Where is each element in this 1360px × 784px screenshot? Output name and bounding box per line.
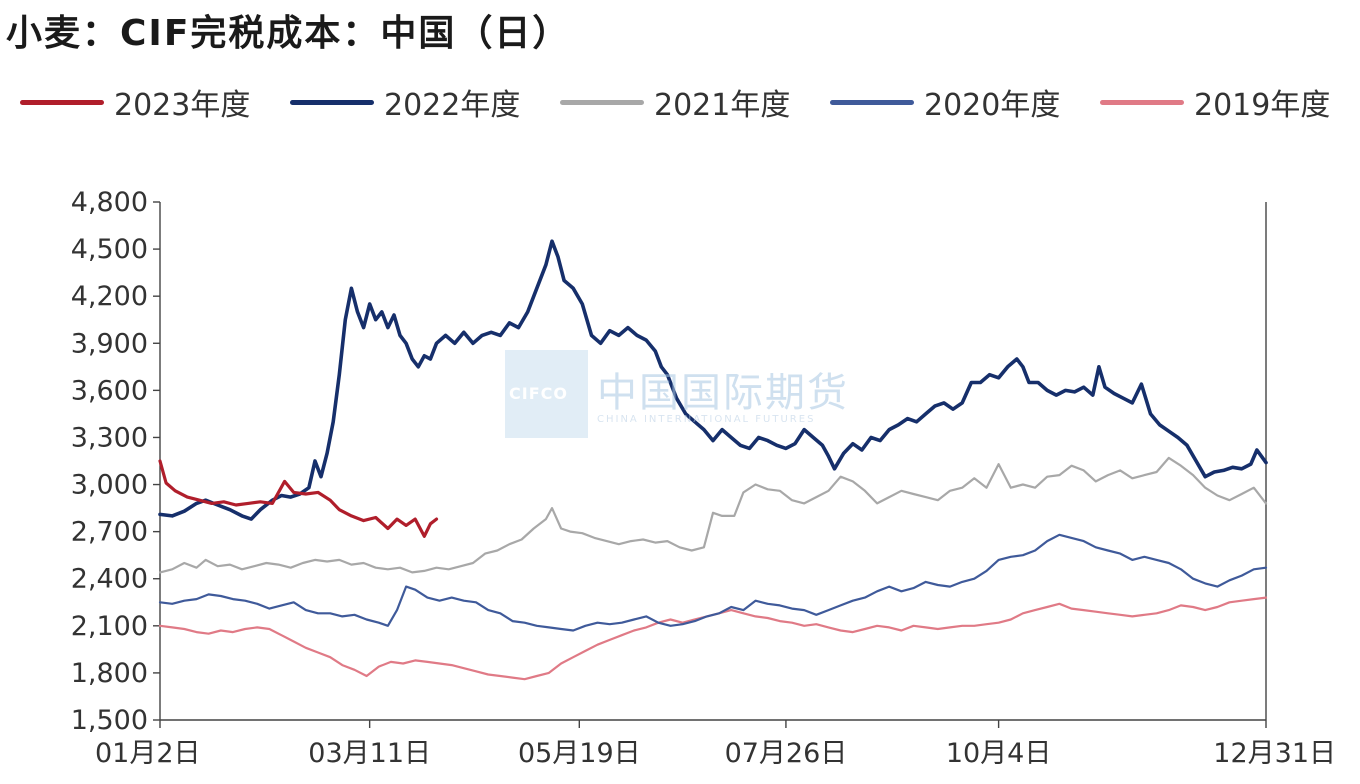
legend: 2023年度 2022年度 2021年度 2020年度 2019年度 bbox=[20, 82, 1355, 123]
x-tick-label: 01月2日 bbox=[95, 738, 201, 769]
series-lines bbox=[158, 239, 1268, 681]
y-tick-label: 3,900 bbox=[71, 328, 148, 359]
x-tick-label: 07月26日 bbox=[725, 738, 848, 769]
legend-swatch bbox=[560, 99, 644, 105]
y-tick-label: 1,800 bbox=[71, 658, 148, 689]
x-tick-label: 10月4日 bbox=[946, 738, 1052, 769]
legend-item: 2020年度 bbox=[830, 82, 1061, 123]
legend-swatch bbox=[20, 99, 104, 105]
legend-item: 2023年度 bbox=[20, 82, 251, 123]
legend-item: 2019年度 bbox=[1100, 82, 1331, 123]
chart-title: 小麦：CIF完税成本：中国（日） bbox=[6, 13, 571, 54]
legend-label: 2023年度 bbox=[114, 88, 251, 123]
legend-swatch bbox=[830, 99, 914, 105]
legend-label: 2020年度 bbox=[924, 88, 1061, 123]
x-tick-label: 05月19日 bbox=[518, 738, 641, 769]
x-tick-label: 03月11日 bbox=[308, 738, 431, 769]
y-tick-label: 2,400 bbox=[71, 564, 148, 595]
legend-item: 2021年度 bbox=[560, 82, 791, 123]
legend-swatch bbox=[1100, 99, 1184, 105]
y-tick-label: 2,700 bbox=[71, 517, 148, 548]
legend-swatch bbox=[290, 99, 374, 105]
series-line-2023年度 bbox=[158, 459, 439, 538]
y-tick-label: 3,300 bbox=[71, 422, 148, 453]
series-line-2022年度 bbox=[158, 239, 1268, 521]
y-tick-label: 4,800 bbox=[71, 187, 148, 218]
legend-label: 2021年度 bbox=[654, 88, 791, 123]
legend-label: 2019年度 bbox=[1194, 88, 1331, 123]
y-tick-label: 3,000 bbox=[71, 470, 148, 501]
series-line-2021年度 bbox=[158, 456, 1268, 574]
legend-item: 2022年度 bbox=[290, 82, 521, 123]
y-tick-label: 3,600 bbox=[71, 375, 148, 406]
series-line-2020年度 bbox=[158, 533, 1268, 632]
y-tick-label: 2,100 bbox=[71, 611, 148, 642]
y-tick-label: 4,500 bbox=[71, 234, 148, 265]
legend-label: 2022年度 bbox=[384, 88, 521, 123]
x-tick-label: 12月31日 bbox=[1213, 738, 1336, 769]
series-line-2019年度 bbox=[158, 596, 1268, 681]
y-tick-label: 4,200 bbox=[71, 281, 148, 312]
axes: 4,800 4,500 4,200 3,900 3,600 3,300 3,000 2,700… bbox=[71, 187, 1336, 769]
y-tick-label: 1,500 bbox=[71, 705, 148, 736]
